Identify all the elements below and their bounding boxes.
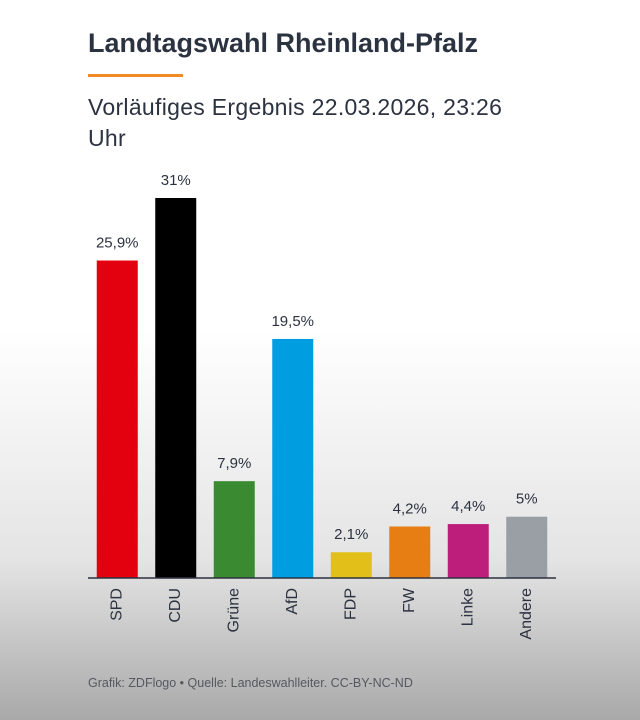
value-label: 7,9% — [217, 455, 251, 472]
x-tick-label: SPD — [108, 588, 125, 621]
bar — [389, 526, 431, 578]
bar — [155, 198, 197, 578]
x-tick-label: FDP — [342, 588, 359, 620]
x-tick-label: AfD — [284, 588, 301, 615]
value-label: 31% — [161, 172, 191, 189]
x-tick-label: Andere — [518, 588, 535, 640]
x-tick-label: Linke — [459, 588, 476, 626]
x-tick-label: Grüne — [225, 588, 242, 633]
chart-subtitle: Vorläufiges Ergebnis 22.03.2026, 23:26 U… — [88, 94, 503, 151]
value-label: 25,9% — [96, 234, 139, 251]
bar — [447, 524, 489, 578]
title-underline — [88, 74, 183, 77]
x-tick-label: FW — [401, 587, 418, 613]
value-label: 19,5% — [271, 313, 314, 330]
bar — [330, 552, 372, 578]
bar — [272, 338, 314, 578]
footer: Grafik: ZDFlogo • Quelle: Landeswahlleit… — [88, 676, 413, 690]
bar — [213, 481, 255, 578]
value-label: 2,1% — [334, 526, 368, 543]
value-label: 4,2% — [393, 500, 427, 517]
chart-title: Landtagswahl Rheinland-Pfalz — [88, 28, 479, 58]
bar — [96, 260, 138, 578]
value-label: 5% — [516, 491, 538, 508]
value-label: 4,4% — [451, 498, 485, 515]
bar — [506, 516, 548, 578]
x-tick-label: CDU — [167, 588, 184, 623]
